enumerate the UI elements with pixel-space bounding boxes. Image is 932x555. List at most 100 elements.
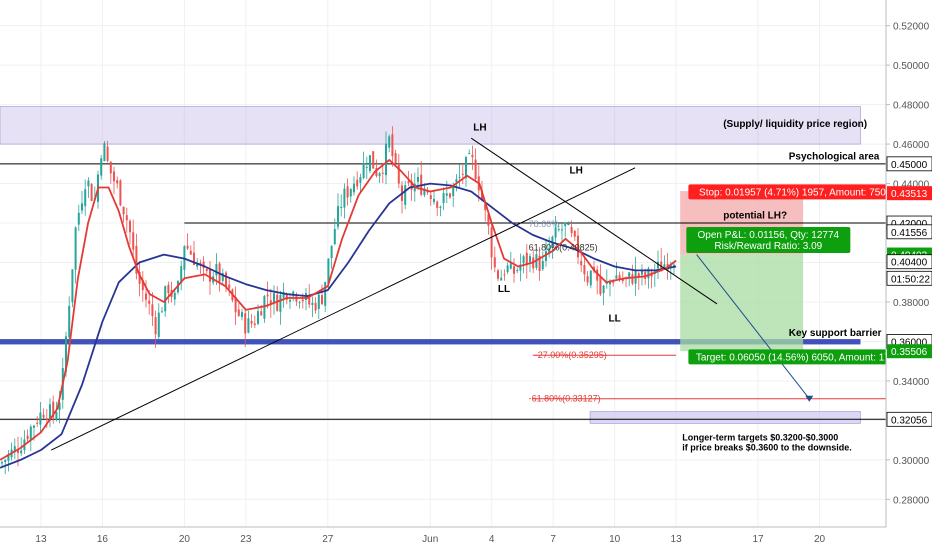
candle-body [298,302,301,304]
candle-body [397,164,400,184]
candle-body [375,167,378,177]
candle-body [647,268,650,279]
candle-body [657,261,659,269]
candle-body [4,459,7,463]
candle-body [20,450,23,454]
candle-body [461,173,464,175]
label-longer_term_line2: if price breaks $0.3600 to the downside. [682,442,852,452]
arrow-head [805,395,814,402]
badge-text-pnl_line2: Risk/Reward Ratio: 3.09 [714,241,822,252]
candle-body [84,189,87,207]
candle-body [45,418,48,420]
candle-body [423,188,426,196]
candle-body [119,180,122,206]
x-tick-label: 20 [179,534,191,545]
candle-body [343,188,346,208]
price-badge-label: 0.35506 [891,347,928,358]
trend-line [696,254,810,400]
candle-body [567,223,570,226]
candle-body [33,425,35,428]
candle-body [471,154,474,158]
candle-body [628,272,631,278]
candle-body [525,252,528,266]
trend-line [470,137,718,305]
candle-body [333,229,336,245]
candle-body [132,232,135,250]
candle-body [340,206,343,208]
candle-body [301,299,304,302]
candle-body [209,269,211,282]
x-tick-label: 7 [550,534,556,545]
candle-body [125,215,128,221]
candle-body [637,273,640,278]
candle-body [337,206,339,227]
candle-body [122,206,125,215]
candle-body [455,179,458,183]
price-badge-label: 0.36000 [891,337,928,348]
ma-fast-line [0,158,677,461]
candle-body [442,192,445,204]
x-tick-label: 20 [814,534,826,545]
label-key_support: Key support barrier [789,328,882,339]
candle-body [17,449,19,453]
candle-body [257,311,259,324]
candle-body [244,313,247,334]
y-tick-label: 0.46000 [893,140,930,151]
label-psychological: Psychological area [789,151,880,162]
candle-body [138,272,141,284]
candle-body [26,435,29,440]
label-supply_region: (Supply/ liquidity price region) [723,119,867,130]
candle-body [557,229,560,231]
candle-body [481,190,483,201]
zone-longer-term [589,411,861,424]
candle-body [631,274,634,284]
candle-body [186,245,189,249]
candle-body [484,202,487,211]
candle-body [49,404,51,421]
candle-body [564,222,567,227]
candle-body [135,245,138,274]
price-badge-label: 0.32056 [891,415,928,426]
candle-body [465,157,467,179]
candle-body [74,227,77,270]
candle-body [145,293,147,300]
candle-body [7,453,10,461]
zone-supply [0,106,861,145]
candle-body [404,185,407,205]
candle-body [548,248,551,254]
candle-body [228,284,231,289]
candle-body [458,176,461,178]
badge-text-stop_text: Stop: 0.01957 (4.71%) 1957, Amount: 750.… [699,187,900,198]
candle-body [148,300,151,304]
candle-body [349,189,352,197]
candle-body [580,260,583,266]
candle-body [202,261,205,269]
candle-body [516,269,519,271]
candle-body [279,295,282,312]
x-tick-label: 10 [609,534,621,545]
label-lh1: LH [473,122,486,133]
candle-body [109,161,112,174]
x-tick-label: 4 [489,534,495,545]
candle-body [618,275,621,280]
x-tick-label: 13 [35,534,47,545]
x-tick-label: 23 [240,534,252,545]
candle-body [167,284,170,294]
y-tick-label: 0.48000 [893,101,930,112]
candle-body [554,227,557,238]
price-badge-label: 01:50:22 [891,274,930,285]
price-badge [886,156,932,172]
candle-body [129,220,131,233]
candle-body [103,143,106,162]
candle-body [410,181,413,190]
candle-body [474,159,477,180]
candle-body [13,446,16,453]
candle-body [436,201,439,208]
candle-body [407,181,410,183]
candle-body [263,296,266,319]
candle-body [663,264,666,269]
candle-body [205,268,208,271]
candle-body [196,262,199,267]
